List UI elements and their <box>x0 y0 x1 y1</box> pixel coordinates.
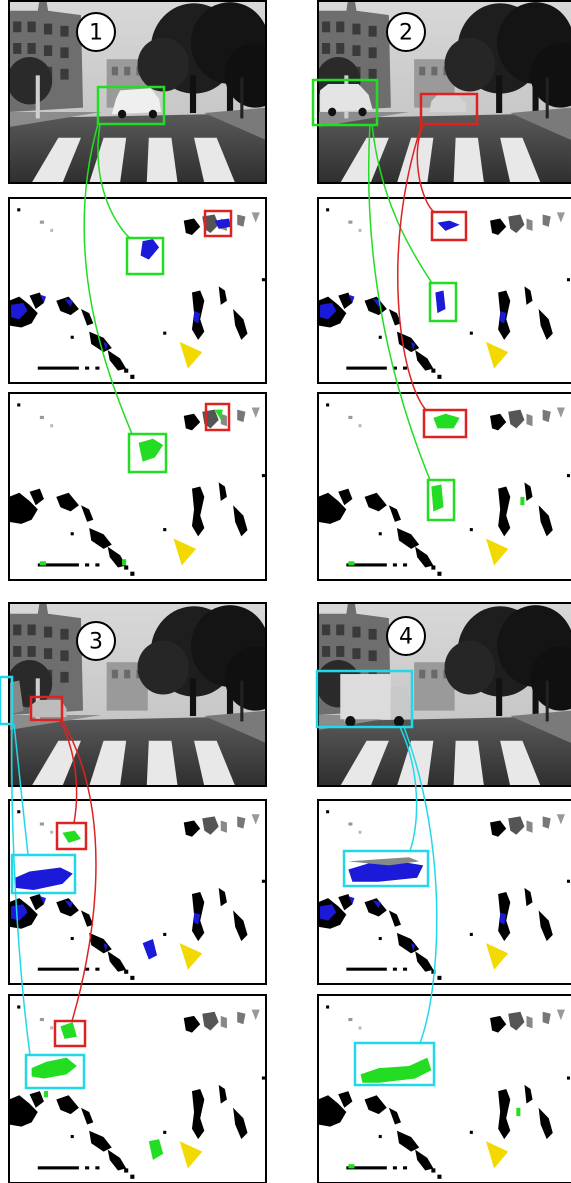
panel-1-link-green-1 <box>97 123 131 239</box>
panel-3-red-box <box>29 695 64 722</box>
panel-2-link-red-1 <box>416 123 435 213</box>
panel-3-photo: 3 <box>0 602 267 787</box>
panel-2-link-green-2 <box>367 123 431 481</box>
panel-1-photo: 1 <box>8 0 267 184</box>
panel-3-label: 3 <box>89 630 103 655</box>
panel-3-seg-red-box <box>53 1019 87 1048</box>
panel-4-map-cyan-box <box>342 849 430 888</box>
panel-3-green-map <box>8 994 267 1183</box>
panel-2-seg-red-box <box>422 408 468 439</box>
panel-1-green-box <box>96 85 166 126</box>
panel-3-link-cyan-2 <box>11 723 31 1056</box>
panel-2-label-badge <box>386 12 426 52</box>
panel-4-link-cyan-1 <box>399 726 418 852</box>
panel-1-map-red-box <box>203 209 233 238</box>
panel-2-link-red-2 <box>397 123 427 411</box>
panel-1-label: 1 <box>89 21 103 46</box>
panel-3-map-red-box <box>55 821 88 851</box>
panel-2-green-box <box>311 78 379 127</box>
panel-3-link-red-1 <box>59 719 78 824</box>
panel-2: 2 <box>311 0 571 581</box>
panel-1-blue-map <box>8 197 267 384</box>
panel-1-map-green-box <box>125 236 165 276</box>
panel-2-blue-map <box>317 197 571 384</box>
panel-3: 3 <box>0 602 267 1183</box>
panel-3-seg-cyan-box <box>24 1053 86 1090</box>
panel-2-label: 2 <box>399 21 413 46</box>
panel-2-red-box <box>419 92 479 126</box>
panel-2-link-green-1 <box>371 123 433 284</box>
panel-1-label-badge <box>76 12 116 52</box>
panel-3-link-red-2 <box>61 719 97 1022</box>
panel-4-blue-map <box>317 799 571 985</box>
panel-4-green-map <box>317 994 571 1183</box>
panel-2-photo: 2 <box>311 0 571 184</box>
panel-1-link-green-2 <box>83 123 133 435</box>
panel-4-label-badge <box>386 616 426 656</box>
panel-4-photo: 4 <box>315 602 571 787</box>
panel-2-map-green-box <box>428 281 458 323</box>
panel-4-seg-cyan-box <box>353 1041 436 1087</box>
panel-3-cyan-box <box>0 675 14 726</box>
panel-1-seg-red-box <box>204 402 231 432</box>
panel-1: 1 <box>8 0 267 581</box>
panel-4-link-cyan-2 <box>403 726 438 1044</box>
panel-3-link-cyan-1 <box>13 723 29 856</box>
panel-2-seg-green-box <box>426 478 456 522</box>
panel-4-cyan-box <box>315 669 414 729</box>
panel-3-blue-map <box>8 799 267 985</box>
panel-4: 4 <box>315 602 571 1183</box>
panel-3-map-cyan-box <box>10 853 77 895</box>
panel-1-green-map <box>8 392 267 581</box>
panel-3-label-badge <box>76 621 116 661</box>
panel-1-seg-green-box <box>127 432 168 474</box>
panel-2-map-red-box <box>430 210 468 242</box>
panel-4-label: 4 <box>399 625 413 650</box>
panel-2-green-map <box>317 392 571 581</box>
